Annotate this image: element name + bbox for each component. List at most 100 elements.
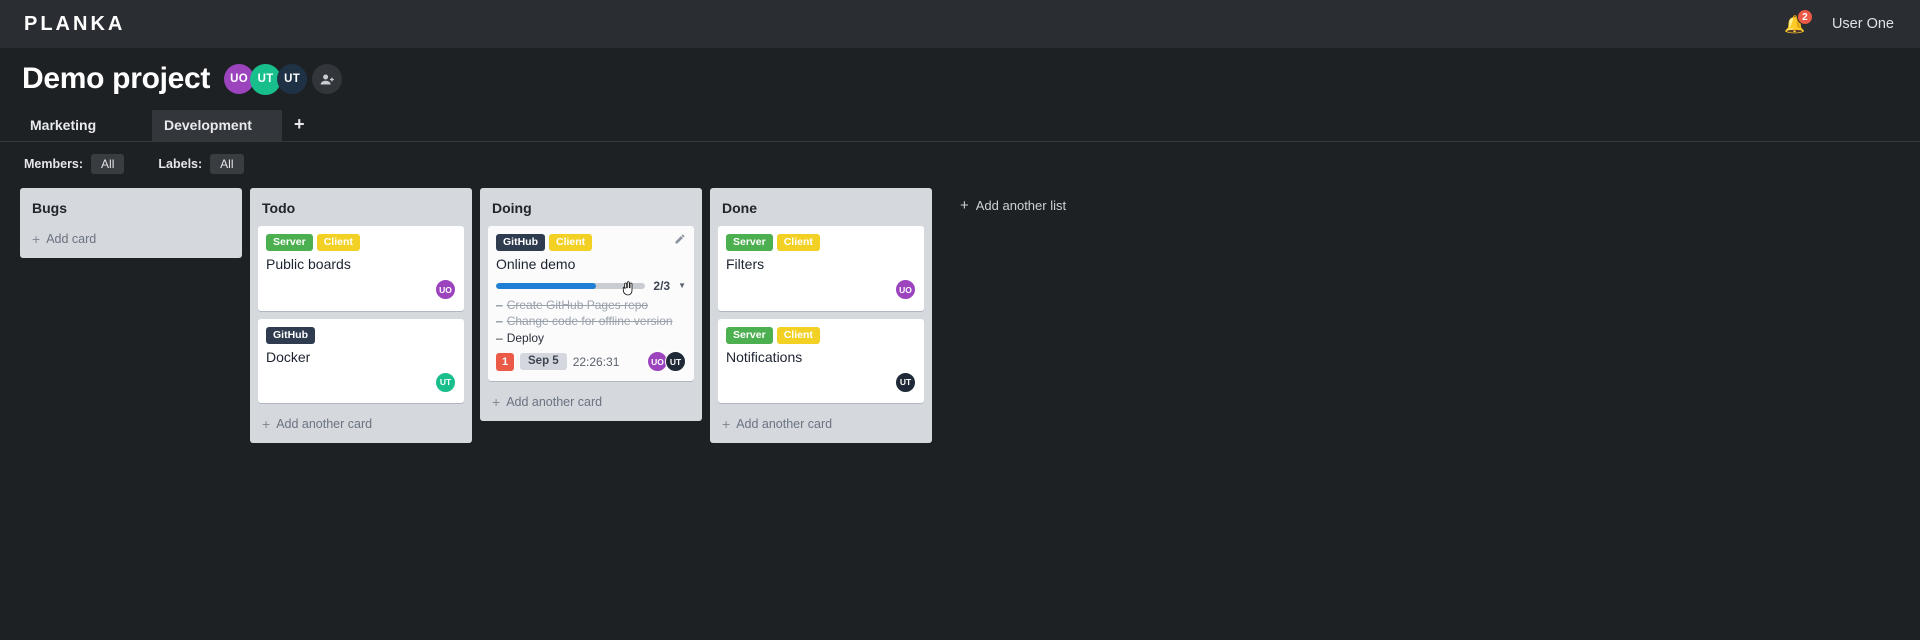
avatar[interactable]: UO (895, 279, 916, 301)
label-chip[interactable]: Client (316, 234, 360, 252)
card-footer: UT (266, 370, 456, 394)
checklist-item[interactable]: – Deploy (496, 330, 686, 347)
avatar[interactable]: UT (277, 64, 308, 94)
plus-icon: + (32, 231, 41, 247)
card-labels: Server Client (726, 326, 916, 344)
card-labels: Server Client (726, 234, 916, 252)
label-chip[interactable]: Client (549, 234, 593, 252)
progress-text: 2/3 (653, 278, 671, 293)
card-title: Public boards (266, 256, 351, 273)
avatar[interactable]: UO (224, 64, 255, 94)
plus-icon: + (722, 416, 731, 433)
label-chip[interactable]: Server (726, 326, 773, 344)
dash-icon: – (496, 314, 503, 329)
avatar[interactable]: UT (895, 371, 916, 393)
tab-development[interactable]: Development (152, 110, 282, 141)
avatar[interactable]: UO (647, 351, 668, 373)
timer-value[interactable]: 22:26:31 (572, 354, 620, 369)
add-card-button[interactable]: + Add another card (718, 411, 924, 439)
progress-fill (496, 282, 597, 289)
card-members: UO UT (647, 351, 686, 373)
checklist-item-label: Deploy (506, 330, 545, 345)
list-title[interactable]: Doing (492, 200, 532, 216)
dash-icon: – (496, 297, 503, 312)
checklist-item[interactable]: – Change code for offline version (496, 313, 686, 330)
label-chip[interactable]: GitHub (496, 234, 545, 252)
tab-marketing[interactable]: Marketing (30, 117, 97, 133)
add-card-button[interactable]: + Add card (28, 226, 234, 254)
project-members: UO UT UT (224, 63, 343, 95)
status-badge[interactable]: 1 (496, 352, 514, 371)
add-board-button[interactable]: + (294, 114, 305, 134)
checklist-item[interactable]: – Create GitHub Pages repo (496, 297, 686, 314)
plus-icon: + (960, 197, 969, 214)
members-filter-label: Members: (24, 157, 84, 171)
add-card-label: Add another card (276, 417, 373, 432)
card-title: Docker (266, 348, 311, 365)
add-card-label: Add another card (506, 395, 603, 410)
label-chip[interactable]: GitHub (266, 326, 315, 344)
add-card-button[interactable]: + Add another card (258, 411, 464, 439)
label-chip[interactable]: Server (266, 234, 313, 252)
due-date-badge[interactable]: Sep 5 (520, 353, 567, 371)
card-notifications[interactable]: Server Client Notifications UT (718, 318, 924, 404)
avatar[interactable]: UT (435, 371, 456, 393)
card-footer: UO (726, 278, 916, 302)
card-footer: 1 Sep 5 22:26:31 UO UT (496, 351, 686, 373)
top-bar: PLANKA 🔔 2 User One (0, 0, 1920, 48)
list-done: Done Server Client Filters UO Server Cli… (710, 188, 932, 444)
list-bugs: Bugs + Add card (20, 188, 242, 258)
card-footer: UT (726, 370, 916, 394)
progress-track (496, 282, 646, 289)
labels-filter-value[interactable]: All (210, 154, 244, 174)
card-labels: Server Client (266, 234, 456, 252)
card-public-boards[interactable]: Server Client Public boards UO (258, 226, 464, 311)
project-header: Demo project UO UT UT (0, 48, 1920, 96)
card-members: UO (435, 279, 456, 301)
card-labels: GitHub Client (496, 234, 686, 252)
avatar[interactable]: UO (435, 279, 456, 301)
list-title[interactable]: Done (722, 200, 757, 216)
user-menu[interactable]: User One (1831, 16, 1894, 32)
notification-count-badge: 2 (1796, 9, 1813, 25)
avatar[interactable]: UT (250, 63, 282, 95)
card-footer: UO (266, 278, 456, 302)
avatar[interactable]: UT (665, 351, 686, 373)
list-title[interactable]: Todo (262, 200, 296, 216)
list-doing: Doing GitHub Client Online demo 2/3 ▼ – (480, 188, 702, 422)
card-members: UT (435, 371, 456, 393)
add-card-label: Add card (46, 232, 97, 246)
topbar-right-group: 🔔 2 User One (1784, 9, 1894, 36)
dash-icon: – (496, 330, 503, 345)
filter-bar: Members: All Labels: All (0, 142, 1920, 176)
card-title: Online demo (496, 256, 576, 273)
checklist-progress[interactable]: 2/3 ▼ (496, 279, 686, 293)
card-members: UO (895, 279, 916, 301)
label-chip[interactable]: Client (776, 326, 820, 344)
add-card-label: Add another card (736, 417, 833, 432)
card-online-demo[interactable]: GitHub Client Online demo 2/3 ▼ – Create … (488, 226, 694, 382)
add-member-icon[interactable] (312, 64, 343, 94)
labels-filter-label: Labels: (158, 157, 203, 171)
members-filter-value[interactable]: All (91, 154, 125, 174)
card-filters[interactable]: Server Client Filters UO (718, 226, 924, 311)
add-list-button[interactable]: + Add another list (940, 188, 1140, 213)
label-chip[interactable]: Client (776, 234, 820, 252)
chevron-down-icon[interactable]: ▼ (678, 281, 686, 291)
label-chip[interactable]: Server (726, 234, 773, 252)
add-card-button[interactable]: + Add another card (488, 389, 694, 417)
page-title[interactable]: Demo project (22, 62, 211, 95)
board-canvas: Bugs + Add card Todo Server Client Publi… (0, 176, 1920, 444)
card-docker[interactable]: GitHub Docker UT (258, 318, 464, 404)
card-labels: GitHub (266, 326, 456, 344)
plus-icon: + (262, 416, 271, 433)
app-logo[interactable]: PLANKA (24, 12, 126, 35)
board-tabs: Marketing Development + (0, 110, 1920, 142)
notifications-button[interactable]: 🔔 2 (1784, 9, 1813, 36)
plus-icon: + (492, 394, 501, 411)
card-title: Filters (726, 256, 765, 273)
pencil-icon[interactable] (674, 233, 686, 248)
card-title: Notifications (726, 348, 803, 365)
list-title[interactable]: Bugs (32, 200, 67, 216)
list-todo: Todo Server Client Public boards UO GitH… (250, 188, 472, 444)
